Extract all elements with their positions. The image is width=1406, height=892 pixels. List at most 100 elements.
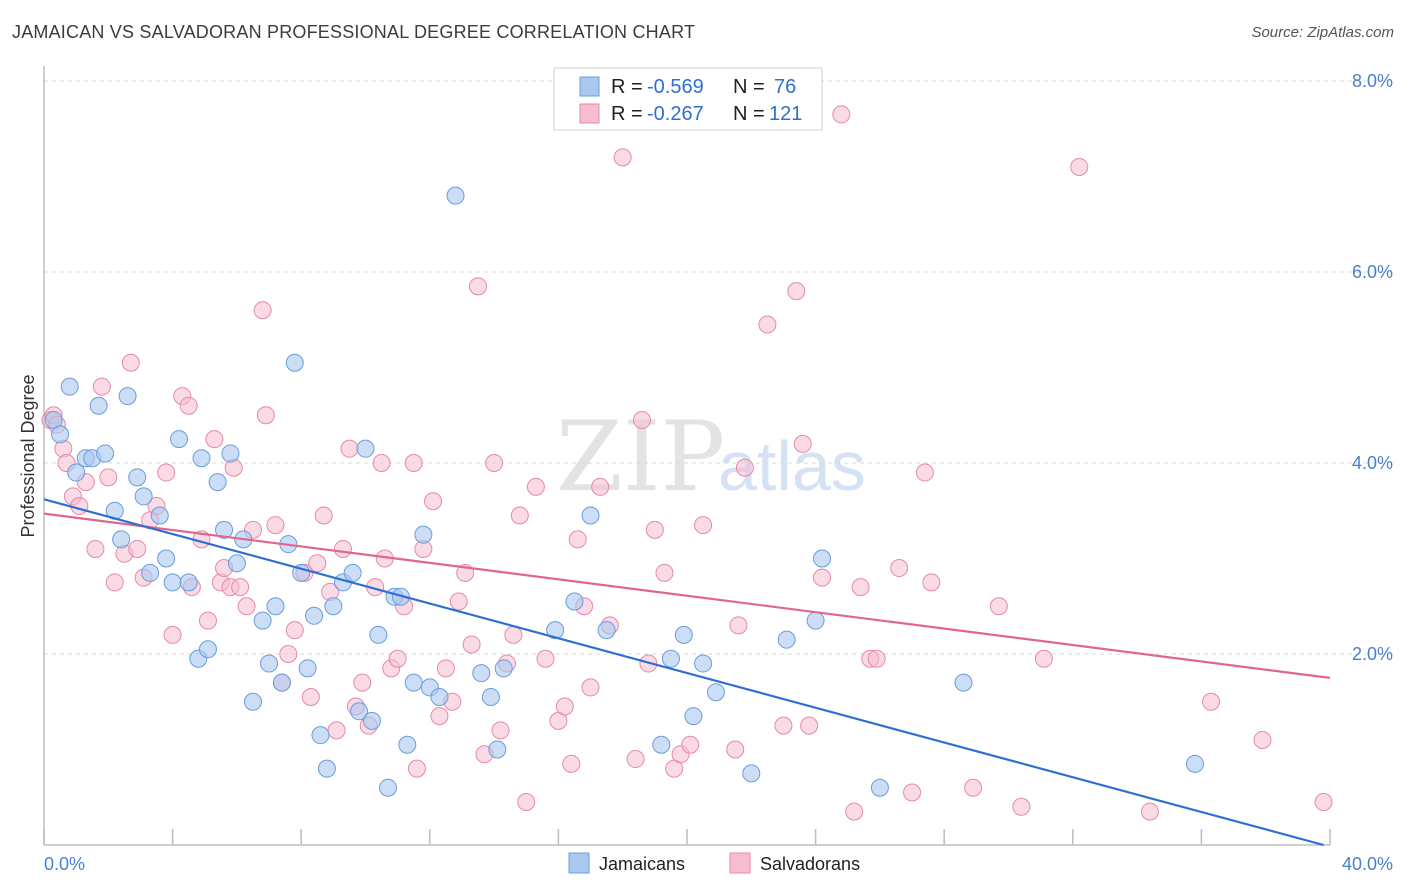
chart-title: JAMAICAN VS SALVADORAN PROFESSIONAL DEGR… [12,22,696,42]
x-tick-label-min: 0.0% [44,854,85,874]
salvadoran-point [231,578,250,597]
jamaican-point [141,563,160,582]
salvadoran-point [388,649,407,668]
legend-swatch-salvadorans [579,103,600,124]
y-axis-label: Professional Degree [18,374,38,537]
jamaican-point [404,673,423,692]
salvadoran-point [903,783,922,802]
salvadoran-point [758,315,777,334]
salvadoran-point [504,625,523,644]
y-tick-label: 4.0% [1352,453,1393,473]
jamaican-point [777,630,796,649]
salvadoran-point [1070,157,1089,176]
legend-r-label-salvadorans: R = [611,103,643,125]
legend-n-label-jamaicans: N = [733,76,765,98]
y-axis-tick-labels: 2.0% 4.0% 6.0% 8.0% [1352,71,1393,664]
salvadoran-point [70,496,89,515]
jamaican-point [806,611,825,630]
jamaican-point [706,683,725,702]
y-tick-label: 2.0% [1352,644,1393,664]
salvadoran-point [404,454,423,472]
salvadoran-point [179,396,198,415]
salvadoran-point [989,597,1008,616]
salvadoran-point [867,649,886,668]
jamaican-point [157,549,176,568]
salvadoran-point [285,621,304,640]
jamaican-point [565,592,584,611]
legend-n-value-salvadorans: 121 [769,103,802,125]
jamaican-point [674,625,693,644]
salvadoran-point [485,454,504,472]
salvadoran-point [424,492,443,511]
salvadoran-point [462,635,481,654]
salvadoran-point [1140,802,1159,821]
jamaican-point [488,740,507,759]
salvadorans-trend-line [43,512,1331,679]
salvadoran-point [1034,649,1053,668]
salvadoran-point [510,506,529,525]
salvadoran-point [813,568,832,587]
bottom-legend-swatch-salvadorans[interactable] [729,852,751,874]
salvadoran-point [726,740,745,759]
salvadoran-point [890,559,909,578]
jamaican-point [481,687,500,706]
salvadoran-point [430,707,449,726]
jamaican-point [317,759,336,778]
jamaican-point [362,711,381,730]
salvadoran-point [1012,797,1031,816]
salvadoran-point [308,554,327,573]
jamaican-point [324,597,343,616]
jamaican-point [742,764,761,783]
salvadoran-point [436,659,455,678]
salvadoran-point [922,573,941,592]
source-label[interactable]: Source: ZipAtlas.com [1251,24,1394,41]
salvadoran-point [632,411,651,430]
jamaicans-trend-line [43,498,1324,847]
jamaican-point [661,649,680,668]
salvadoran-point [105,573,124,592]
jamaican-point [684,707,703,726]
y-tick-label: 6.0% [1352,262,1393,282]
jamaican-point [215,520,234,539]
jamaican-point [546,621,565,640]
salvadoran-point [845,802,864,821]
salvadoran-point [555,697,574,716]
jamaican-point [60,377,79,396]
salvadoran-point [536,649,555,668]
salvadoran-point [163,625,182,644]
jamaican-point [652,735,671,754]
jamaican-point [581,506,600,525]
salvadoran-point [626,750,645,769]
jamaican-point [305,606,324,625]
legend-n-value-jamaicans: 76 [774,76,796,98]
salvadoran-point [333,539,352,558]
jamaican-point [208,473,227,492]
salvadoran-point [1314,793,1333,812]
salvadoran-point [256,406,275,425]
jamaican-point [350,702,369,721]
legend-r-value-salvadorans: -0.267 [647,103,704,125]
salvadoran-point [491,721,510,740]
salvadoran-point [253,301,272,320]
jamaican-point [96,444,115,463]
salvadoran-point [681,735,700,754]
salvadoran-point [787,282,806,301]
bottom-legend-swatch-jamaicans[interactable] [568,852,590,874]
trend-lines [43,498,1331,847]
jamaican-point [192,449,211,468]
jamaican-point [89,396,108,415]
jamaican-point [430,687,449,706]
salvadoran-point [581,678,600,697]
bottom-legend-salvadorans[interactable]: Salvadorans [760,854,860,874]
bottom-legend-jamaicans[interactable]: Jamaicans [599,854,685,874]
jamaican-point [243,692,262,711]
salvadoran-point [314,506,333,525]
jamaican-point [298,659,317,678]
y-tick-label: 8.0% [1352,71,1393,91]
jamaican-point [253,611,272,630]
jamaican-point [260,654,279,673]
legend-swatch-jamaicans [579,76,600,97]
salvadoran-point [99,468,118,487]
series-legend: Jamaicans Salvadorans [568,852,860,874]
salvadoran-point [469,277,488,296]
